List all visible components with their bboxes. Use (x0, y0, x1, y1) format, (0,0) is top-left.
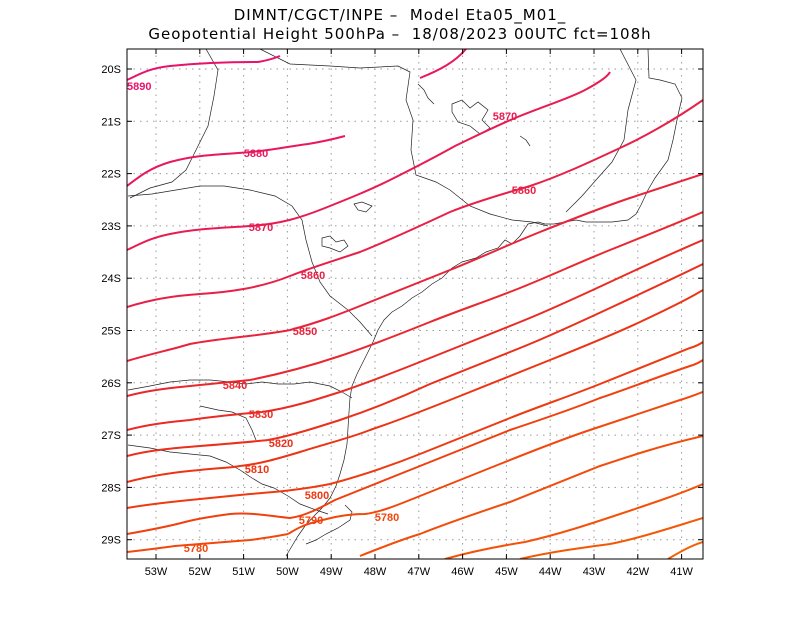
contour-5840 (127, 211, 703, 397)
contour-5850 (127, 173, 703, 362)
lake-4 (417, 83, 435, 105)
contour-label: 5800 (305, 490, 329, 502)
lon-tick-label: 48W (364, 566, 387, 578)
map-frame (126, 48, 704, 560)
contour-5820 (127, 263, 703, 457)
contour-labels: 5890 5880 5870 5870 5860 5860 5850 5840 … (127, 81, 536, 555)
contour-label: 5860 (301, 270, 325, 282)
state-border-mg-rj (259, 49, 549, 227)
lat-tick-label: 23S (101, 221, 121, 233)
lon-tick-label: 46W (451, 566, 474, 578)
lake-5 (519, 135, 531, 147)
lon-tick-label: 44W (539, 566, 562, 578)
contour-5890 (127, 55, 281, 81)
lat-tick-label: 22S (101, 169, 121, 181)
lat-tick-label: 24S (101, 273, 121, 285)
contour-label: 5870 (493, 111, 517, 123)
contour-label: 5830 (249, 409, 273, 421)
boundaries (127, 49, 683, 557)
contour-label: 5870 (249, 222, 273, 234)
state-border-pr-sc (127, 379, 353, 399)
state-border-es (565, 49, 637, 213)
contour-5880-a (127, 135, 346, 187)
contour-5880-b (419, 49, 467, 79)
lagoon-outline (305, 504, 353, 545)
contour-label: 5890 (127, 81, 151, 93)
lat-tick-label: 26S (101, 378, 121, 390)
state-border-sc-rs (127, 444, 329, 515)
lon-tick-label: 45W (495, 566, 518, 578)
contour-5760 (444, 483, 703, 559)
lake-1 (451, 99, 491, 135)
contour-label: 5820 (269, 438, 293, 450)
contour-5870 (127, 71, 611, 251)
coastline (285, 49, 683, 557)
contour-5780-b (287, 391, 703, 535)
lon-tick-label: 52W (188, 566, 211, 578)
map-title-line-1: DIMNT/CGCT/INPE – Model Eta05_M01_ (233, 6, 567, 24)
lat-tick-label: 21S (101, 116, 121, 128)
contour-5780-a (127, 533, 289, 553)
contours (127, 49, 703, 559)
lat-tick-label: 25S (101, 326, 121, 338)
lon-tick-label: 51W (232, 566, 255, 578)
contour-label: 5780 (184, 543, 208, 555)
lon-tick-label: 41W (670, 566, 693, 578)
contour-label: 5880 (244, 148, 268, 160)
lon-tick-label: 53W (145, 566, 168, 578)
contour-label: 5810 (245, 464, 269, 476)
grid-lines (127, 49, 703, 559)
contour-5810 (127, 289, 703, 483)
lon-tick-label: 47W (407, 566, 430, 578)
map-title-line-2: Geopotential Height 500hPa – 18/08/2023 … (148, 25, 652, 43)
lat-tick-label: 29S (101, 535, 121, 547)
contour-5770 (359, 435, 703, 557)
contour-5740 (667, 541, 703, 559)
lon-tick-label: 43W (583, 566, 606, 578)
lat-tick-label: 20S (101, 64, 121, 76)
contour-5830 (127, 239, 703, 431)
axes: 20S 21S 22S 23S 24S 25S 26S 27S 28S 29S 53W 52W 51W 5… (101, 49, 703, 578)
rs-interior-border (199, 405, 257, 441)
state-border-mg (129, 49, 219, 199)
contour-label: 5860 (512, 185, 536, 197)
contour-label: 5780 (375, 512, 399, 524)
contour-label: 5850 (293, 326, 317, 338)
lat-tick-label: 28S (101, 482, 121, 494)
contour-label: 5840 (223, 380, 247, 392)
contour-5860 (127, 99, 703, 308)
contour-5790 (127, 359, 703, 535)
lat-tick-label: 27S (101, 430, 121, 442)
contour-5800 (127, 341, 703, 509)
state-border-sp-pr (127, 185, 373, 337)
lake-3 (321, 235, 349, 253)
lon-tick-label: 50W (276, 566, 299, 578)
lon-tick-label: 42W (626, 566, 649, 578)
lon-tick-label: 49W (320, 566, 343, 578)
contour-5750 (519, 517, 703, 559)
lake-2 (353, 201, 373, 213)
contour-label: 5790 (299, 515, 323, 527)
